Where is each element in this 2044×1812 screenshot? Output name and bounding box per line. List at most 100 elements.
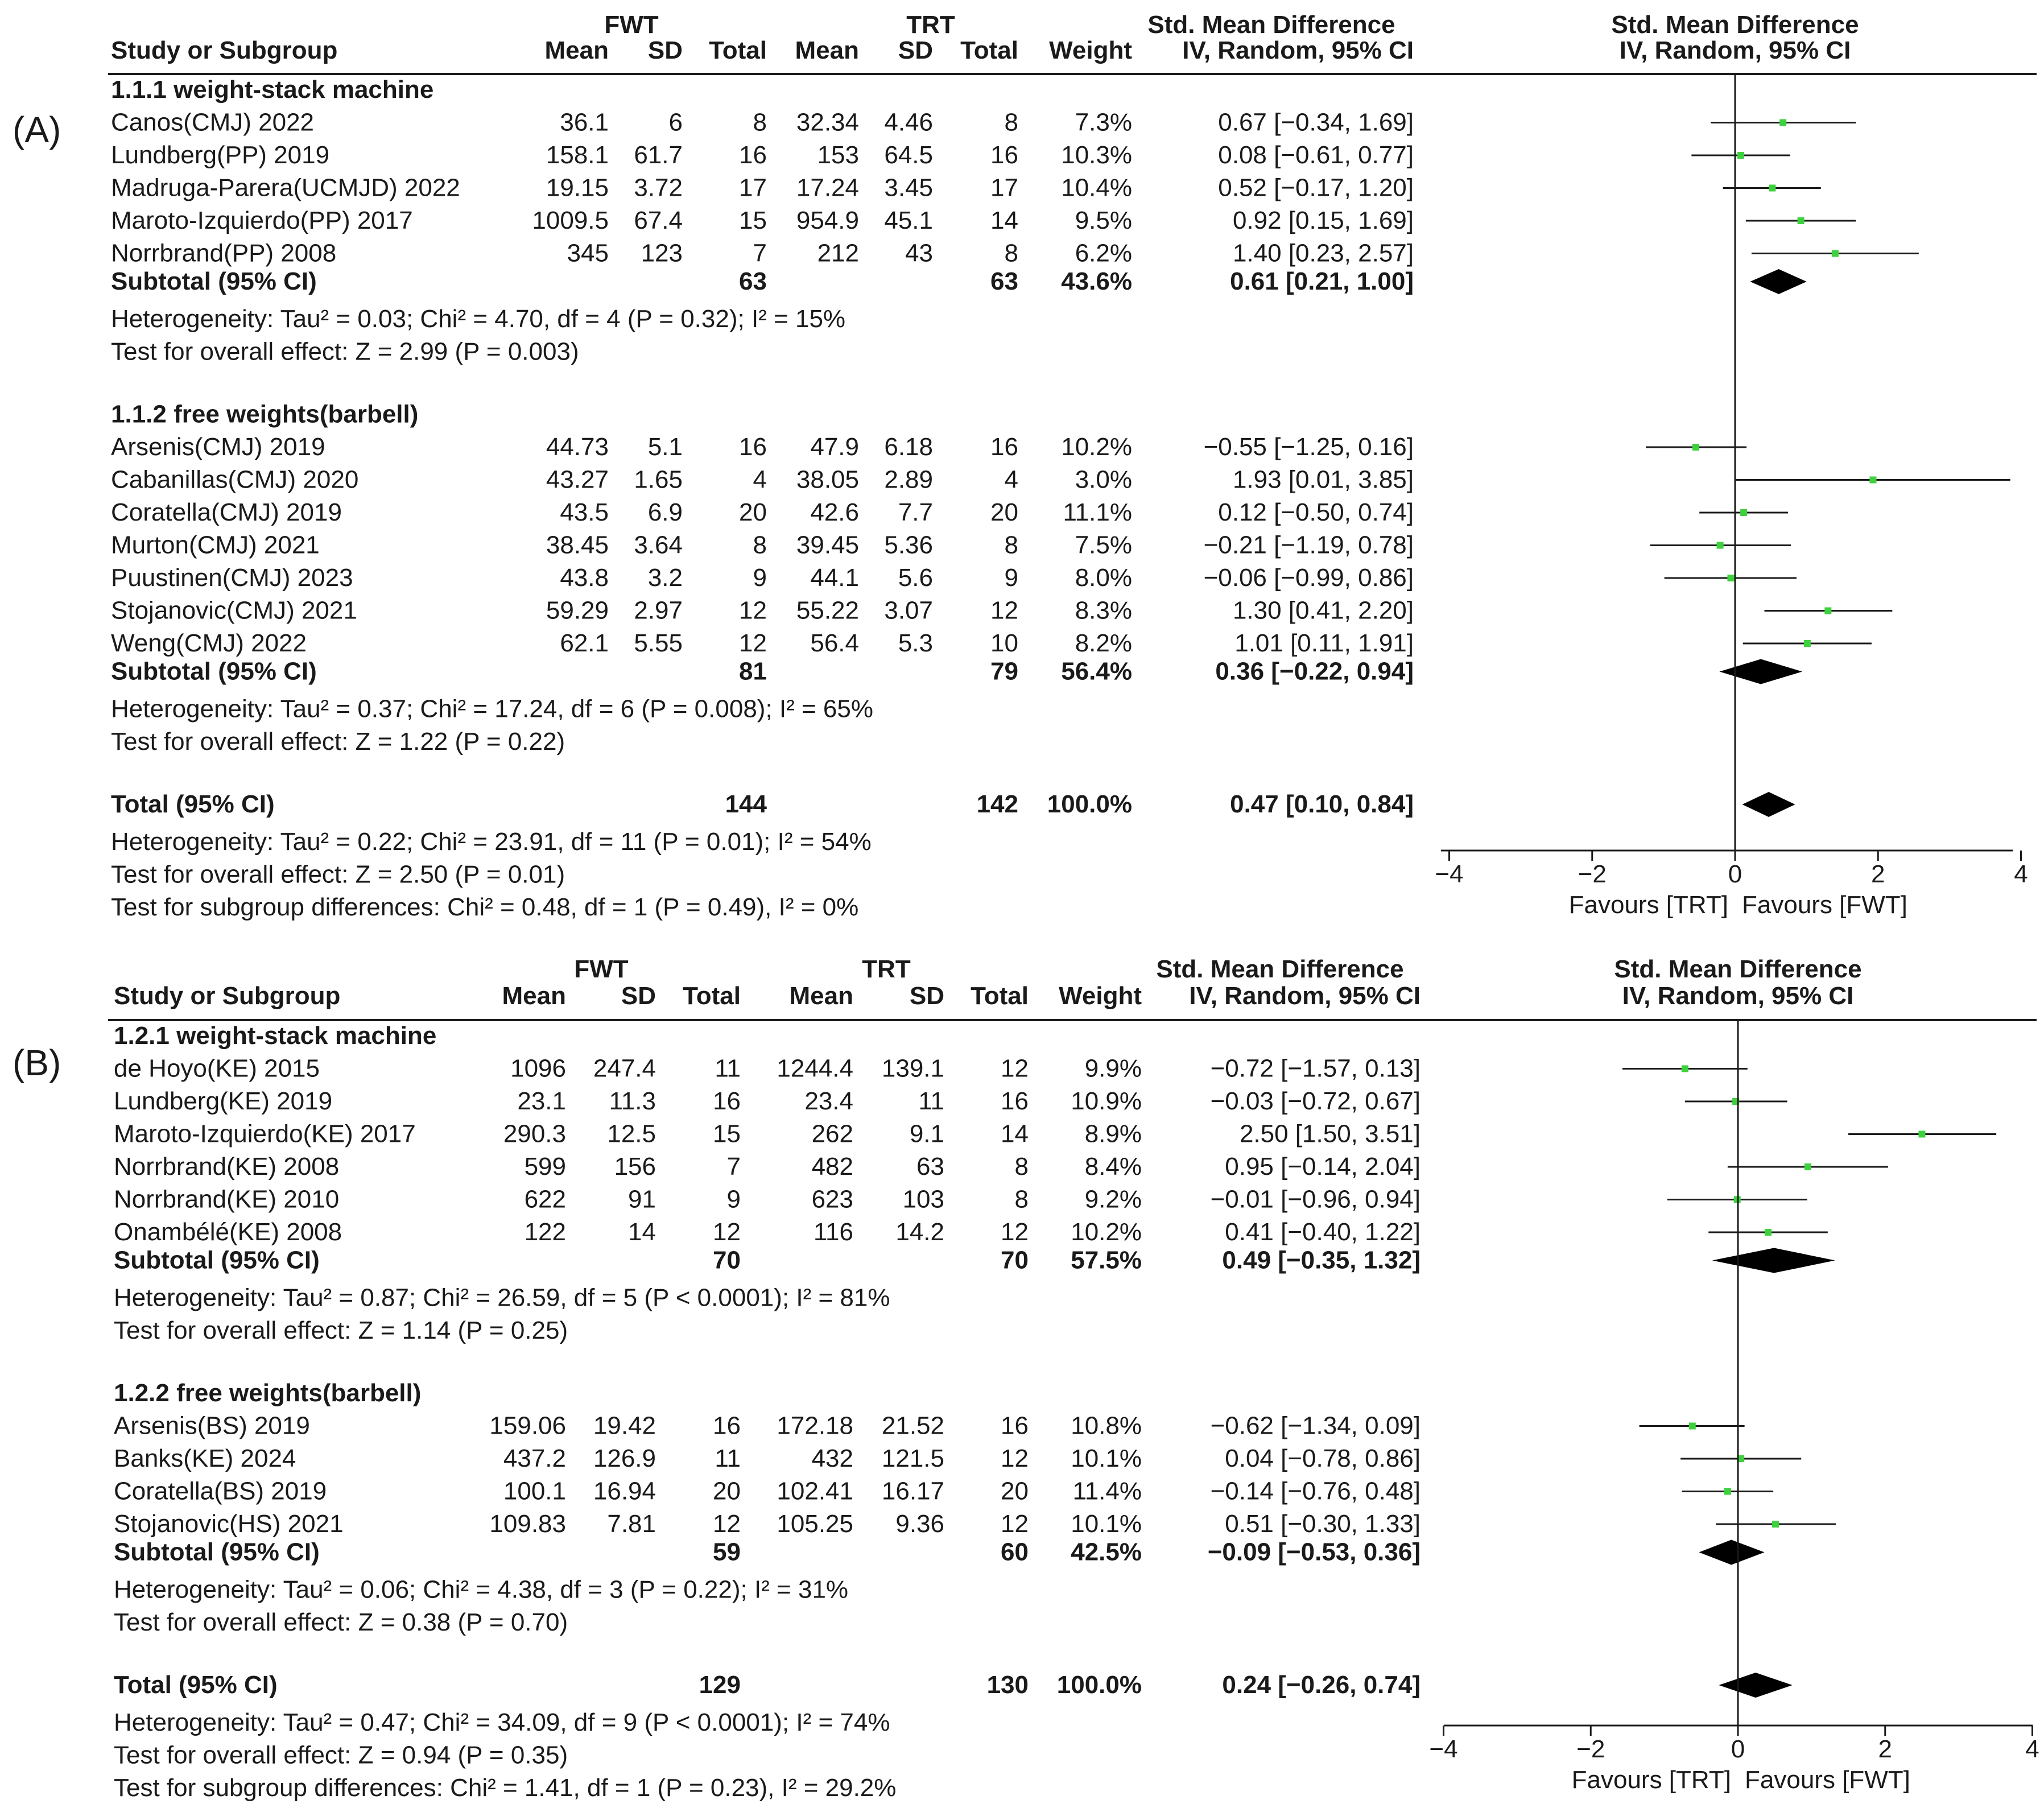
panel-b-weight: 10.9% [1071, 1087, 1142, 1115]
panel-b-point-estimate [1772, 1521, 1779, 1528]
panel-a-subtotal-label: Subtotal (95% CI) [111, 267, 317, 295]
panel-a-trt-mean: 55.22 [796, 597, 859, 625]
panel-b-study-name: Norrbrand(KE) 2008 [114, 1153, 339, 1181]
panel-b-weight: 9.2% [1085, 1186, 1142, 1213]
panel-b-trt-sd: 14.2 [895, 1218, 944, 1246]
panel-a-trt-mean: 38.05 [796, 466, 859, 494]
panel-b-trt-sd: 103 [903, 1186, 944, 1213]
panel-a-column-header: Total [960, 36, 1018, 64]
panel-a-fwt-total: 16 [739, 433, 767, 461]
panel-a-fwt-mean: 19.15 [546, 174, 609, 202]
panel-b-total-label: Total (95% CI) [114, 1671, 278, 1699]
panel-b-fwt-mean: 23.1 [517, 1087, 566, 1115]
panel-a-fwt-total: 12 [739, 597, 767, 625]
panel-b-fwt-mean: 159.06 [489, 1412, 566, 1440]
panel-b-weight: 10.1% [1071, 1510, 1142, 1538]
panel-a-point-estimate [1824, 607, 1832, 614]
panel-a-column-header: SD [898, 36, 933, 64]
panel-a-weight: 10.3% [1061, 141, 1132, 169]
panel-a-weight: 10.2% [1061, 433, 1132, 461]
panel-a-fwt-mean: 43.5 [560, 498, 609, 526]
panel-a-footer-stat: Test for subgroup differences: Chi² = 0.… [111, 893, 858, 921]
panel-a-study-name: Lundberg(PP) 2019 [111, 141, 329, 169]
panel-a-fwt-sd: 123 [641, 240, 683, 267]
panel-b-fwt-total: 12 [713, 1218, 741, 1246]
panel-b-subgroup-title: 1.2.2 free weights(barbell) [114, 1379, 421, 1407]
panel-a-label: (A) [13, 109, 61, 150]
panel-a-trt-sd: 3.45 [884, 174, 933, 202]
panel-a-point-estimate [1716, 542, 1724, 549]
panel-a-fwt-mean: 345 [567, 240, 609, 267]
panel-b-heterogeneity: Heterogeneity: Tau² = 0.87; Chi² = 26.59… [114, 1284, 890, 1312]
panel-a-study-name: Puustinen(CMJ) 2023 [111, 564, 353, 592]
panel-a-ci-text: 0.92 [0.15, 1.69] [1233, 207, 1414, 234]
panel-a-trt-sd: 6.18 [884, 433, 933, 461]
panel-b-weight: 10.8% [1071, 1412, 1142, 1440]
panel-a-ci-text: 0.12 [−0.50, 0.74] [1218, 498, 1414, 526]
panel-a-fwt-sd: 3.64 [634, 531, 683, 559]
panel-b-subtotal-weight: 57.5% [1071, 1246, 1142, 1274]
panel-b-fwt-sd: 12.5 [607, 1120, 656, 1148]
panel-b-trt-total: 16 [1001, 1412, 1029, 1440]
panel-b-study-name: de Hoyo(KE) 2015 [114, 1055, 320, 1083]
panel-a-fwt-total: 8 [753, 109, 767, 137]
panel-b-fwt-mean: 100.1 [503, 1477, 566, 1505]
panel-a-overall-effect: Test for overall effect: Z = 2.99 (P = 0… [111, 338, 579, 366]
panel-b-weight: 10.2% [1071, 1218, 1142, 1246]
panel-a-subtotal-weight: 56.4% [1061, 658, 1132, 686]
panel-b-total-fwt-total: 129 [699, 1671, 741, 1699]
panel-b-trt-mean: 102.41 [777, 1477, 853, 1505]
panel-a-trt-sd: 43 [905, 240, 933, 267]
panel-a-fwt-mean: 158.1 [546, 141, 609, 169]
panel-a-fwt-mean: 44.73 [546, 433, 609, 461]
panel-b-favours-right: Favours [FWT] [1745, 1766, 1910, 1794]
panel-b-trt-total: 14 [1001, 1120, 1029, 1148]
panel-b-trt-sd: 11 [918, 1087, 944, 1115]
panel-b-fwt-mean: 109.83 [489, 1510, 566, 1538]
panel-a-trt-sd: 64.5 [884, 141, 933, 169]
panel-a-column-header: Study or Subgroup [111, 36, 337, 64]
panel-b-fwt-total: 7 [727, 1153, 741, 1181]
panel-a-column-header: Mean [795, 36, 859, 64]
panel-b-weight: 8.4% [1085, 1153, 1142, 1181]
panel-a-fwt-sd: 61.7 [634, 141, 683, 169]
panel-a-total-weight: 100.0% [1047, 790, 1132, 818]
panel-b-x-tick-label: −2 [1576, 1735, 1605, 1763]
panel-a-trt-mean: 954.9 [796, 207, 859, 234]
panel-a-point-estimate [1737, 152, 1745, 159]
panel-a-fwt-sd: 1.65 [634, 466, 683, 494]
panel-a-ci-text: −0.55 [−1.25, 0.16] [1204, 433, 1414, 461]
panel-b-trt-mean: 482 [812, 1153, 853, 1181]
panel-a-study-name: Arsenis(CMJ) 2019 [111, 433, 325, 461]
panel-b-ci-text: 2.50 [1.50, 3.51] [1240, 1120, 1421, 1148]
panel-a-trt-total: 8 [1005, 531, 1018, 559]
panel-b-fwt-total: 20 [713, 1477, 741, 1505]
panel-b-trt-mean: 262 [812, 1120, 853, 1148]
panel-b-trt-total: 8 [1015, 1153, 1029, 1181]
panel-a-weight: 8.2% [1075, 629, 1132, 657]
panel-b-column-header: IV, Random, 95% CI [1189, 982, 1421, 1010]
panel-a-trt-total: 16 [990, 433, 1018, 461]
panel-a-trt-sd: 5.3 [898, 629, 933, 657]
panel-a-trt-mean: 32.34 [796, 109, 859, 137]
panel-b-column-header: Total [683, 982, 741, 1010]
panel-a-weight: 7.3% [1075, 109, 1132, 137]
panel-a-column-header: Mean [545, 36, 609, 64]
panel-a-point-estimate [1797, 217, 1804, 224]
panel-a-point-estimate [1831, 250, 1839, 257]
panel-b-subtotal-weight: 42.5% [1071, 1538, 1142, 1566]
panel-a-trt-mean: 39.45 [796, 531, 859, 559]
panel-a-weight: 9.5% [1075, 207, 1132, 234]
panel-a-fwt-sd: 2.97 [634, 597, 683, 625]
panel-a-weight: 11.1% [1063, 498, 1133, 526]
panel-a-total-label: Total (95% CI) [111, 790, 275, 818]
panel-a-study-name: Norrbrand(PP) 2008 [111, 240, 336, 267]
panel-a-trt-sd: 4.46 [884, 109, 933, 137]
panel-a-trt-total: 17 [990, 174, 1018, 202]
panel-b-total-diamond [1719, 1673, 1793, 1698]
panel-b-trt-total: 12 [1001, 1218, 1029, 1246]
panel-b-subtotal-trt-total: 60 [1001, 1538, 1029, 1566]
panel-b-column-header: SD [621, 982, 656, 1010]
panel-b-point-estimate [1688, 1422, 1696, 1430]
